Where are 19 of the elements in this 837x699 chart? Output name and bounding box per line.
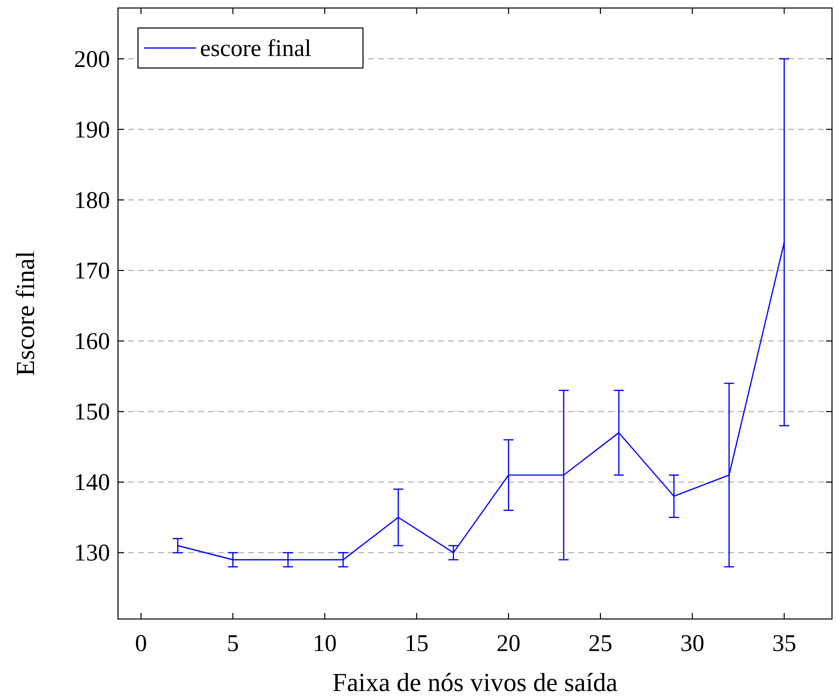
y-tick-label: 130 — [74, 540, 110, 567]
x-tick-label: 10 — [312, 631, 337, 657]
x-tick-label: 30 — [680, 631, 704, 657]
y-tick-label: 140 — [74, 470, 110, 496]
y-tick-label: 160 — [74, 329, 110, 356]
x-tick-label: 25 — [588, 631, 612, 657]
x-axis-title: Faixa de nós vivos de saída — [332, 668, 618, 697]
x-tick-label: 5 — [226, 631, 239, 657]
y-axis-title: Escore final — [11, 251, 40, 376]
x-tick-label: 20 — [496, 631, 521, 657]
legend-label: escore final — [200, 36, 312, 62]
x-tick-label: 0 — [134, 631, 147, 657]
x-tick-label: 15 — [404, 631, 429, 657]
y-tick-label: 180 — [74, 188, 110, 214]
x-tick-label: 35 — [772, 631, 796, 657]
y-tick-label: 170 — [74, 258, 110, 284]
y-tick-label: 190 — [74, 117, 110, 144]
y-tick-label: 200 — [74, 46, 110, 73]
y-tick-label: 150 — [74, 400, 110, 426]
